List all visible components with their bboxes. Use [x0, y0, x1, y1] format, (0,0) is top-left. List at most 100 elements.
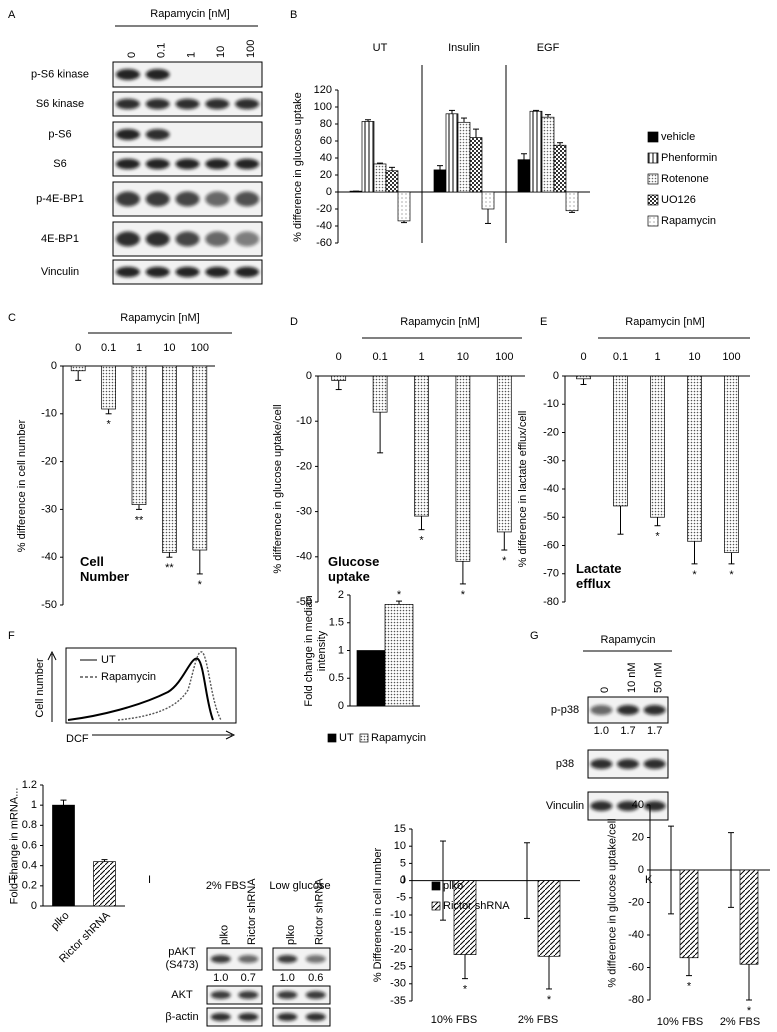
y-tick-label: -60 — [543, 539, 559, 551]
blot-band — [305, 955, 326, 963]
blot-band — [235, 191, 260, 207]
bar — [101, 365, 116, 410]
y-tick-label: -10 — [41, 408, 57, 420]
y-tick-label: -25 — [390, 961, 406, 973]
ut-curve — [67, 657, 214, 721]
legend-swatch — [647, 194, 659, 206]
y-tick-label: -20 — [316, 203, 332, 215]
legend-label: UO126 — [661, 194, 696, 206]
blot-band — [205, 266, 230, 278]
blot-box — [272, 985, 331, 1005]
y-tick-label: 20 — [320, 169, 332, 181]
row-label: S6 kinase — [36, 98, 84, 110]
y-tick-label: -30 — [41, 503, 57, 515]
blot-band — [305, 991, 326, 999]
y-tick-label: -40 — [316, 220, 332, 232]
bar — [457, 121, 471, 193]
y-tick-label: -60 — [628, 961, 644, 973]
panel-letter: E — [540, 316, 547, 328]
row-label: p-S6 kinase — [31, 68, 89, 80]
blot-band — [617, 801, 639, 811]
lane-label: 0 — [599, 687, 611, 693]
bar — [739, 869, 759, 965]
lane-label: Rictor shRNA — [246, 878, 258, 945]
legend-swatch — [647, 131, 659, 143]
blot-band — [115, 158, 140, 170]
legend-swatch — [647, 215, 659, 227]
bar — [52, 804, 75, 907]
x-tick-label: UT — [373, 42, 388, 54]
x-tick-label: 0 — [336, 351, 342, 363]
quantification: 1.7 — [647, 725, 662, 737]
blot-band — [617, 759, 639, 769]
panel-letter: A — [8, 9, 16, 21]
blot-band — [643, 759, 666, 769]
x-axis-title: Rapamycin [nM] — [625, 316, 704, 328]
annotation: Glucose uptake — [328, 554, 380, 584]
row-label: p38 — [556, 758, 574, 770]
significance-star: * — [397, 589, 402, 601]
row-label: 4E-BP1 — [41, 233, 79, 245]
quantification: 1.0 — [594, 725, 609, 737]
y-tick-label: 5 — [400, 857, 406, 869]
significance-star: * — [463, 984, 468, 996]
bar — [162, 365, 177, 553]
row-label: β-actin — [165, 1010, 199, 1023]
x-tick-label: 100 — [495, 351, 513, 363]
row-label: S6 — [53, 158, 66, 170]
annotation: Lactate efflux — [576, 561, 622, 591]
y-tick-label: 10 — [394, 840, 406, 852]
blot-band — [205, 231, 230, 247]
y-tick-label: 0 — [553, 370, 559, 382]
blot-band — [205, 98, 230, 110]
x-tick-label: 100 — [722, 351, 740, 363]
bar — [373, 163, 387, 193]
y-tick-label: -40 — [41, 551, 57, 563]
blot-band — [277, 991, 298, 999]
flow-frame — [65, 647, 237, 724]
blot-title: Low glucose — [269, 880, 330, 892]
quantification: 1.0 — [213, 972, 228, 984]
blot-band — [115, 129, 140, 140]
y-tick-label: -70 — [543, 568, 559, 580]
significance-star: * — [198, 579, 203, 591]
y-tick-label: 0 — [326, 186, 332, 198]
y-tick-label: 1 — [31, 799, 37, 811]
blot-band — [175, 98, 200, 110]
blot-band — [277, 955, 298, 963]
y-tick-label: 2 — [338, 589, 344, 601]
quantification: 0.7 — [241, 972, 256, 984]
bar — [537, 880, 561, 957]
blot-band — [590, 801, 613, 811]
significance-star: * — [547, 994, 552, 1006]
lane-label: 10 — [215, 46, 227, 58]
bar — [724, 375, 739, 553]
blot-band — [210, 991, 231, 999]
quantification: 1.0 — [280, 972, 295, 984]
blot-box — [206, 947, 263, 971]
significance-star: * — [747, 1005, 752, 1017]
y-tick-label: -10 — [390, 909, 406, 921]
y-axis-label: % difference in glucose uptake/cell — [271, 404, 284, 574]
x-tick-label: 100 — [191, 342, 209, 354]
y-tick-label: 0.4 — [22, 860, 37, 872]
bar — [414, 375, 429, 517]
blot-band — [235, 158, 260, 170]
bar — [372, 375, 388, 413]
x-tick-label: plko — [49, 910, 72, 933]
y-tick-label: 0 — [638, 864, 644, 876]
bar — [650, 375, 665, 518]
significance-star: * — [655, 531, 660, 543]
blot-band — [145, 191, 170, 207]
x-tick-label: 0.1 — [101, 342, 116, 354]
blot-band — [643, 801, 666, 811]
blot-band — [305, 1013, 326, 1021]
blot-band — [145, 98, 170, 110]
y-axis-label: % difference in glucose uptake — [291, 91, 304, 242]
blot-band — [235, 231, 260, 247]
y-tick-label: -35 — [390, 995, 406, 1007]
bar — [565, 191, 579, 212]
x-tick-label: 10% FBS — [657, 1016, 703, 1028]
blot-band — [590, 705, 613, 715]
